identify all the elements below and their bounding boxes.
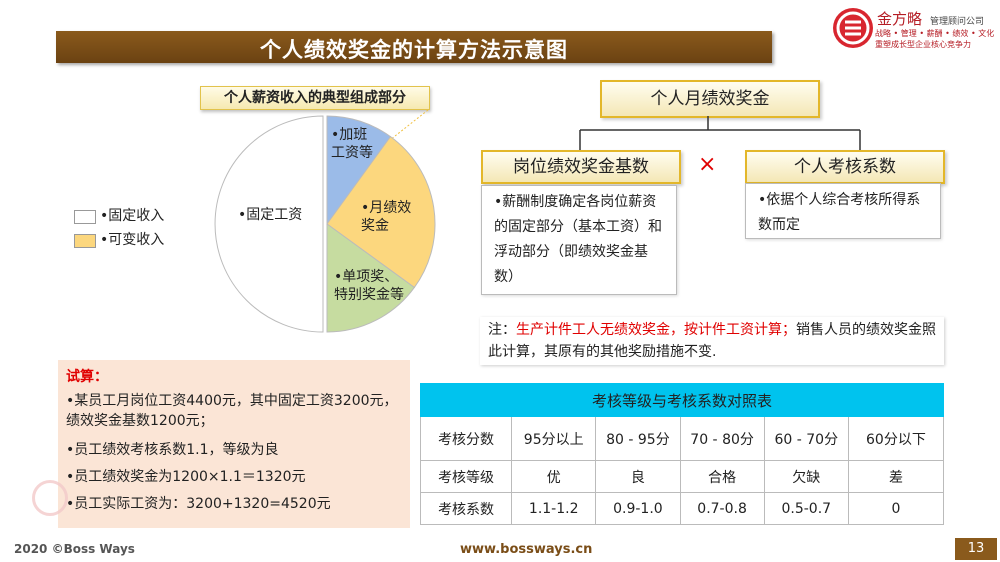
table-cell: 70 - 80分 xyxy=(679,416,765,461)
pie-title: 个人薪资收入的典型组成部分 xyxy=(200,86,430,110)
table-cell: 0.9-1.0 xyxy=(595,492,681,525)
table-cell: 差 xyxy=(847,460,945,493)
monthly-bonus-box: 个人月绩效奖金 xyxy=(600,80,820,118)
legend-label-variable: •可变收入 xyxy=(100,232,165,248)
footer-website: www.bossways.cn xyxy=(460,542,593,557)
logo-slogan: 重塑成长型企业核心竞争力 xyxy=(875,40,971,49)
trial-calculation-box: 试算： •某员工月岗位工资4400元，其中固定工资3200元，绩效奖金基数120… xyxy=(58,360,410,528)
table-cell: 优 xyxy=(511,460,597,493)
logo-name: 金方略 xyxy=(877,10,923,28)
logo-tagline: 战略 • 管理 • 薪酬 • 绩效 • 文化 xyxy=(875,29,995,38)
table-cell: 80 - 95分 xyxy=(595,416,681,461)
table-cell: 1.1-1.2 xyxy=(511,492,597,525)
legend-swatch-variable xyxy=(74,234,96,248)
trial-calc-title: 试算： xyxy=(66,369,108,385)
table-cell: 考核等级 xyxy=(419,460,513,493)
table-cell: 良 xyxy=(595,460,681,493)
pie-label-overtime: •加班工资等 xyxy=(331,127,373,161)
trial-calc-line: •员工实际工资为：3200+1320=4520元 xyxy=(66,496,331,512)
table-cell: 95分以上 xyxy=(511,416,597,461)
trial-calc-line: •某员工月岗位工资4400元，其中固定工资3200元，绩效奖金基数1200元； xyxy=(66,393,398,429)
pie-label-fixed-salary: •固定工资 xyxy=(238,207,303,223)
pie-slice xyxy=(326,135,436,289)
note-box: 注：生产计件工人无绩效奖金，按计件工资计算；销售人员的绩效奖金照此计算，其原有的… xyxy=(480,317,944,365)
multiply-sign: × xyxy=(698,152,717,177)
note-highlight: 生产计件工人无绩效奖金，按计件工资计算； xyxy=(516,322,796,338)
table-row: 考核分数 95分以上 80 - 95分 70 - 80分 60 - 70分 60… xyxy=(419,416,945,461)
monthly-bonus-label: 个人月绩效奖金 xyxy=(650,89,770,109)
table-cell: 欠缺 xyxy=(763,460,849,493)
position-bonus-base-box: 岗位绩效奖金基数 xyxy=(481,150,681,184)
pie-slice xyxy=(214,115,324,333)
pie-label-monthly-bonus: •月绩效奖金 xyxy=(361,200,412,234)
personal-coefficient-desc: •依据个人综合考核所得系数而定 xyxy=(745,183,941,239)
company-logo-icon xyxy=(833,8,873,48)
footer-copyright: 2020 ©Boss Ways xyxy=(14,542,135,556)
note-rest: 销售人员的绩效奖金照此计算，其原有的其他奖励措施不变. xyxy=(488,322,936,360)
pie-label-special-bonus: •单项奖、特别奖金等 xyxy=(334,269,404,303)
pie-callout-line xyxy=(389,109,429,141)
table-row: 考核等级 优 良 合格 欠缺 差 xyxy=(419,460,945,493)
personal-coefficient-box: 个人考核系数 xyxy=(745,150,945,184)
note-prefix: 注： xyxy=(488,322,516,338)
logo-subtitle: 管理顾问公司 xyxy=(930,17,985,27)
table-cell: 合格 xyxy=(679,460,765,493)
legend-label-fixed: •固定收入 xyxy=(100,208,165,224)
grade-coefficient-table: 考核等级与考核系数对照表 考核分数 95分以上 80 - 95分 70 - 80… xyxy=(419,383,945,525)
page-number: 13 xyxy=(967,541,985,556)
table-cell: 60分以下 xyxy=(847,416,945,461)
table-cell: 60 - 70分 xyxy=(763,416,849,461)
legend-swatch-fixed xyxy=(74,210,96,224)
table-cell: 考核系数 xyxy=(419,492,513,525)
watermark-logo-icon xyxy=(32,480,68,516)
position-bonus-base-label: 岗位绩效奖金基数 xyxy=(513,157,649,177)
title-bar: 个人绩效奖金的计算方法示意图 xyxy=(56,31,772,63)
connector-lines xyxy=(579,116,861,150)
table-cell: 0.7-0.8 xyxy=(679,492,765,525)
table-cell: 0.5-0.7 xyxy=(763,492,849,525)
page-number-badge: 13 xyxy=(955,538,997,560)
table-title: 考核等级与考核系数对照表 xyxy=(420,383,944,417)
page-title: 个人绩效奖金的计算方法示意图 xyxy=(260,38,568,62)
table-cell: 考核分数 xyxy=(419,416,513,461)
table-cell: 0 xyxy=(847,492,945,525)
pie-chart xyxy=(214,115,436,333)
pie-slice xyxy=(326,223,416,333)
trial-calc-line: •员工绩效考核系数1.1，等级为良 xyxy=(66,442,279,458)
trial-calc-line: •员工绩效奖金为1200×1.1＝1320元 xyxy=(66,469,306,485)
personal-coefficient-label: 个人考核系数 xyxy=(794,157,896,177)
table-row: 考核系数 1.1-1.2 0.9-1.0 0.7-0.8 0.5-0.7 0 xyxy=(419,492,945,525)
position-bonus-desc: •薪酬制度确定各岗位薪资的固定部分（基本工资）和浮动部分（即绩效奖金基数） xyxy=(481,185,677,295)
